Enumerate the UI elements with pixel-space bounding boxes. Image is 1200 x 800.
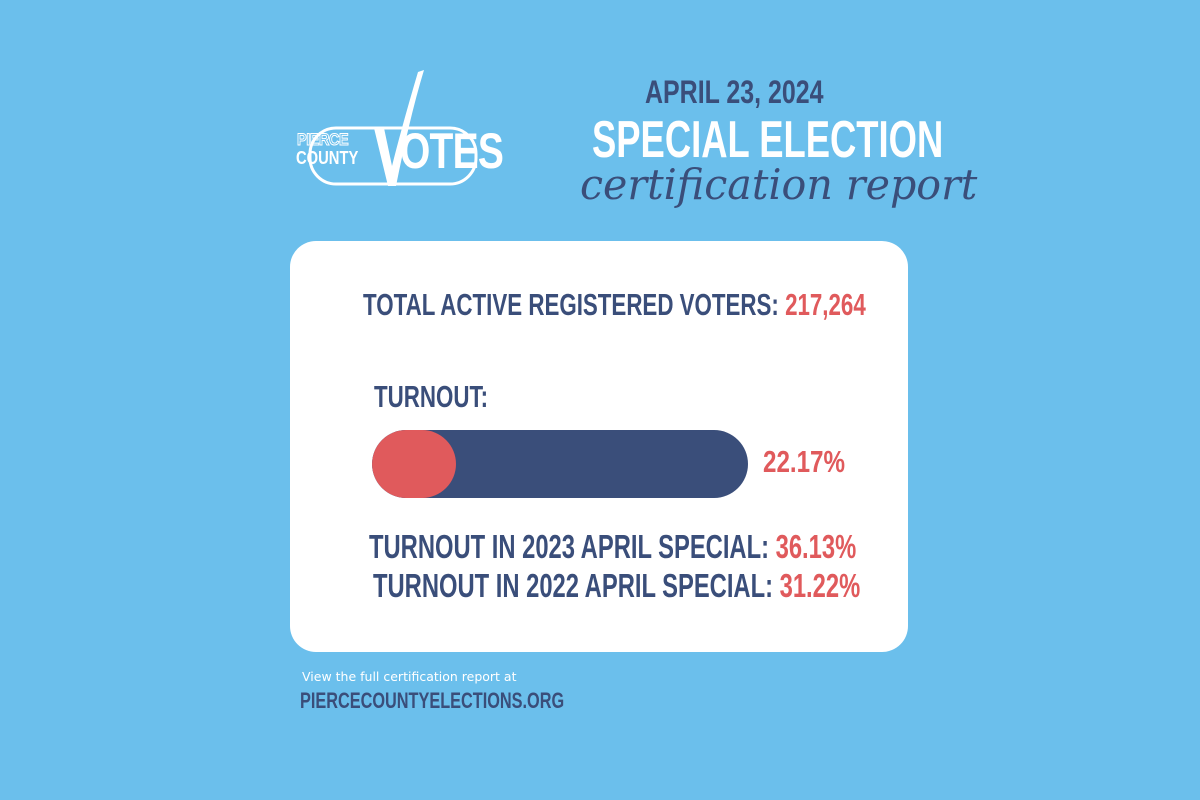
- registered-voters-line: TOTAL ACTIVE REGISTERED VOTERS: 217,264: [363, 287, 866, 323]
- checkmark-ballot-icon: [308, 70, 478, 186]
- history-label: TURNOUT IN 2022 APRIL SPECIAL:: [373, 567, 774, 604]
- logo-votes: OTES: [400, 123, 504, 179]
- history-label: TURNOUT IN 2023 APRIL SPECIAL:: [369, 528, 770, 565]
- turnout-label: TURNOUT:: [374, 379, 489, 414]
- logo-pierce: PIERCE: [297, 130, 350, 149]
- results-card: TOTAL ACTIVE REGISTERED VOTERS: 217,264 …: [290, 241, 908, 652]
- pierce-county-votes-logo: PIERCE COUNTY OTES: [292, 66, 504, 190]
- page-title: SPECIAL ELECTION: [592, 111, 944, 169]
- history-value: 31.22%: [779, 567, 861, 604]
- history-row-2023: TURNOUT IN 2023 APRIL SPECIAL: 36.13%: [369, 528, 856, 566]
- history-row-2022: TURNOUT IN 2022 APRIL SPECIAL: 31.22%: [373, 567, 860, 605]
- registered-voters-label: TOTAL ACTIVE REGISTERED VOTERS:: [363, 287, 779, 322]
- logo-county: COUNTY: [296, 148, 359, 168]
- website-link[interactable]: PIERCECOUNTYELECTIONS.ORG: [300, 688, 565, 713]
- registered-voters-value: 217,264: [785, 287, 866, 322]
- footer-note: View the full certification report at: [302, 669, 517, 684]
- election-date: APRIL 23, 2024: [645, 74, 824, 110]
- turnout-value: 22.17%: [763, 444, 846, 479]
- page-subtitle: certification report: [580, 160, 978, 209]
- history-value: 36.13%: [775, 528, 857, 565]
- turnout-progress-fill: [372, 430, 456, 498]
- turnout-progress-bar: [372, 430, 748, 498]
